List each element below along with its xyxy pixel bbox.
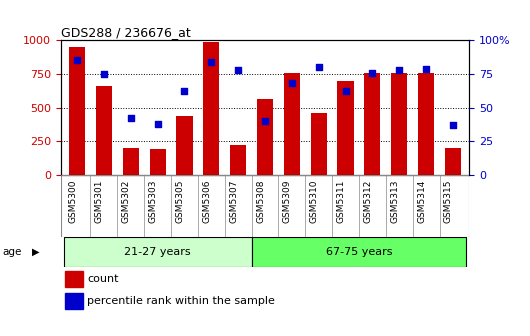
Bar: [311, 113, 327, 175]
Bar: [65, 271, 83, 287]
Text: GSM5308: GSM5308: [256, 180, 265, 223]
Point: [153, 121, 162, 126]
Text: GSM5315: GSM5315: [444, 180, 453, 223]
Point: [341, 89, 350, 94]
Bar: [252, 237, 466, 267]
Point: [207, 59, 216, 65]
Point: [100, 71, 108, 77]
Text: count: count: [87, 275, 119, 284]
Text: GSM5306: GSM5306: [202, 180, 211, 223]
Bar: [61, 175, 469, 237]
Text: ▶: ▶: [32, 247, 39, 257]
Text: GSM5310: GSM5310: [310, 180, 319, 223]
Point: [73, 58, 81, 63]
Bar: [203, 42, 219, 175]
Text: age: age: [3, 247, 22, 257]
Bar: [338, 81, 354, 175]
Text: GSM5311: GSM5311: [337, 180, 346, 223]
Point: [234, 67, 242, 73]
Bar: [230, 145, 246, 175]
Text: GSM5302: GSM5302: [122, 180, 131, 223]
Bar: [96, 86, 112, 175]
Text: GDS288 / 236676_at: GDS288 / 236676_at: [61, 26, 191, 39]
Point: [314, 65, 323, 70]
Point: [422, 66, 430, 71]
Bar: [257, 99, 273, 175]
Text: GSM5301: GSM5301: [95, 180, 104, 223]
Text: percentile rank within the sample: percentile rank within the sample: [87, 296, 276, 306]
Bar: [149, 149, 166, 175]
Bar: [176, 116, 192, 175]
Point: [449, 122, 457, 128]
Bar: [391, 73, 407, 175]
Bar: [364, 73, 381, 175]
Point: [261, 118, 269, 124]
Text: 67-75 years: 67-75 years: [326, 247, 392, 257]
Bar: [284, 73, 300, 175]
Text: GSM5314: GSM5314: [417, 180, 426, 223]
Point: [180, 89, 189, 94]
Point: [395, 67, 403, 73]
Bar: [123, 148, 139, 175]
Text: GSM5307: GSM5307: [229, 180, 238, 223]
Point: [288, 81, 296, 86]
Text: GSM5313: GSM5313: [390, 180, 399, 223]
Bar: [69, 47, 85, 175]
Text: GSM5309: GSM5309: [283, 180, 292, 223]
Text: GSM5305: GSM5305: [175, 180, 184, 223]
Bar: [445, 148, 461, 175]
Text: 21-27 years: 21-27 years: [125, 247, 191, 257]
Text: GSM5300: GSM5300: [68, 180, 77, 223]
Bar: [418, 73, 434, 175]
Bar: [64, 237, 252, 267]
Point: [127, 116, 135, 121]
Point: [368, 70, 377, 75]
Text: GSM5303: GSM5303: [148, 180, 157, 223]
Bar: [65, 293, 83, 308]
Text: GSM5312: GSM5312: [364, 180, 373, 223]
